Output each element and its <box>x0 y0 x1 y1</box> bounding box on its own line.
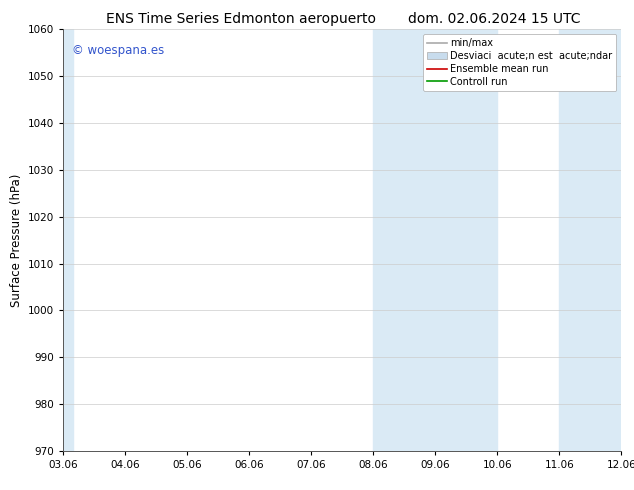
Text: © woespana.es: © woespana.es <box>72 44 164 57</box>
Bar <box>373 29 497 451</box>
Bar <box>63 29 73 451</box>
Bar <box>559 29 621 451</box>
Text: ENS Time Series Edmonton aeropuerto: ENS Time Series Edmonton aeropuerto <box>106 12 376 26</box>
Legend: min/max, Desviaci  acute;n est  acute;ndar, Ensemble mean run, Controll run: min/max, Desviaci acute;n est acute;ndar… <box>424 34 616 91</box>
Y-axis label: Surface Pressure (hPa): Surface Pressure (hPa) <box>10 173 23 307</box>
Text: dom. 02.06.2024 15 UTC: dom. 02.06.2024 15 UTC <box>408 12 581 26</box>
